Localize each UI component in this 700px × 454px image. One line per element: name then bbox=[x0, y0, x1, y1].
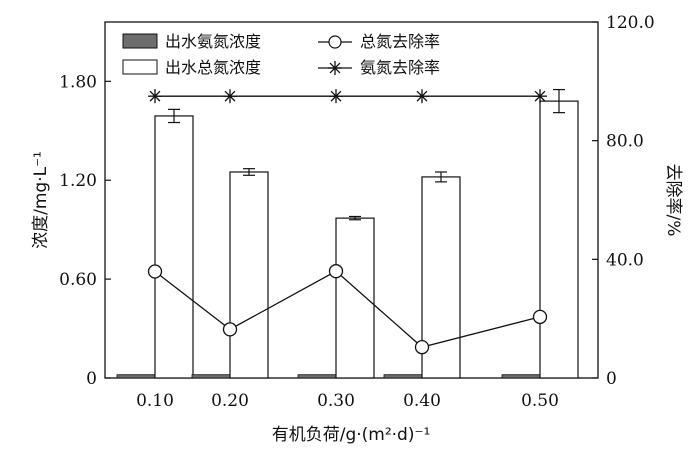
y2-axis-label: 去除率/% bbox=[663, 164, 683, 237]
x-tick-label: 0.10 bbox=[136, 391, 174, 411]
point-ammonia-removal bbox=[329, 89, 343, 104]
star-stroke bbox=[329, 62, 341, 74]
point-tn-removal bbox=[328, 264, 344, 279]
bar-ammonia-conc bbox=[116, 374, 156, 379]
bar-ammonia-conc bbox=[297, 374, 337, 379]
bar-tn-conc bbox=[421, 176, 461, 379]
legend-star-shape bbox=[328, 61, 342, 75]
bar-tn-conc bbox=[229, 171, 269, 379]
point-tn-removal bbox=[222, 322, 238, 337]
legend-label-ammonia-removal: 氨氮去除率 bbox=[360, 58, 440, 77]
point-tn-removal bbox=[532, 309, 548, 325]
y-tick-label: 1.20 bbox=[59, 171, 97, 191]
star-stroke bbox=[416, 90, 428, 102]
x-tick-label: 0.40 bbox=[403, 391, 441, 411]
y-axis-right: 0 40.0 80.0 120.0 bbox=[592, 13, 655, 389]
bar-tn-conc bbox=[335, 217, 375, 379]
star-stroke bbox=[534, 90, 546, 102]
point-ammonia-removal bbox=[415, 89, 429, 104]
star-stroke bbox=[149, 90, 161, 102]
legend-marker-star-icon bbox=[328, 61, 342, 75]
x-tick-label: 0.50 bbox=[521, 391, 559, 411]
x-axis: 0.10 0.20 0.30 0.40 0.50 bbox=[136, 391, 559, 411]
point-ammonia-removal bbox=[533, 89, 547, 104]
y2-tick-label: 120.0 bbox=[606, 13, 655, 33]
star-stroke bbox=[330, 90, 342, 102]
y-axis-label: 浓度/mg·L⁻¹ bbox=[31, 151, 51, 249]
y2-tick-label: 0 bbox=[606, 369, 617, 389]
y-axis-left: 0 0.60 1.20 1.80 bbox=[59, 72, 111, 389]
y-tick-label: 1.80 bbox=[59, 72, 97, 92]
x-tick-label: 0.20 bbox=[211, 391, 249, 411]
legend: 出水氨氮浓度 出水总氮浓度 总氮去除率 氨氮去除率 bbox=[122, 32, 440, 77]
point-tn-removal bbox=[147, 264, 163, 279]
y2-tick-label: 40.0 bbox=[606, 250, 644, 270]
point-tn-removal bbox=[414, 339, 430, 355]
point-ammonia-removal bbox=[223, 89, 237, 104]
y-tick-label: 0 bbox=[86, 369, 97, 389]
legend-label-tn-conc: 出水总氮浓度 bbox=[165, 58, 261, 77]
lines bbox=[147, 89, 548, 355]
y-tick-label: 0.60 bbox=[59, 270, 97, 290]
point-ammonia-removal bbox=[148, 89, 162, 104]
legend-swatch-tn-conc bbox=[122, 59, 158, 75]
y2-tick-label: 80.0 bbox=[606, 132, 644, 152]
bar-tn-conc bbox=[539, 100, 579, 379]
bar-ammonia-conc bbox=[191, 374, 231, 379]
bar-ammonia-conc bbox=[501, 374, 541, 379]
legend-label-tn-removal: 总氮去除率 bbox=[360, 32, 440, 51]
x-axis-label: 有机负荷/g·(m²·d)⁻¹ bbox=[272, 425, 431, 445]
legend-marker-circle-icon bbox=[328, 35, 342, 49]
star-stroke bbox=[224, 90, 236, 102]
bar-tn-conc bbox=[154, 115, 194, 379]
bar-ammonia-conc bbox=[383, 374, 423, 379]
x-tick-label: 0.30 bbox=[317, 391, 355, 411]
legend-label-ammonia-conc: 出水氨氮浓度 bbox=[165, 32, 261, 51]
bars bbox=[116, 88, 579, 379]
legend-swatch-ammonia-conc bbox=[122, 33, 158, 49]
